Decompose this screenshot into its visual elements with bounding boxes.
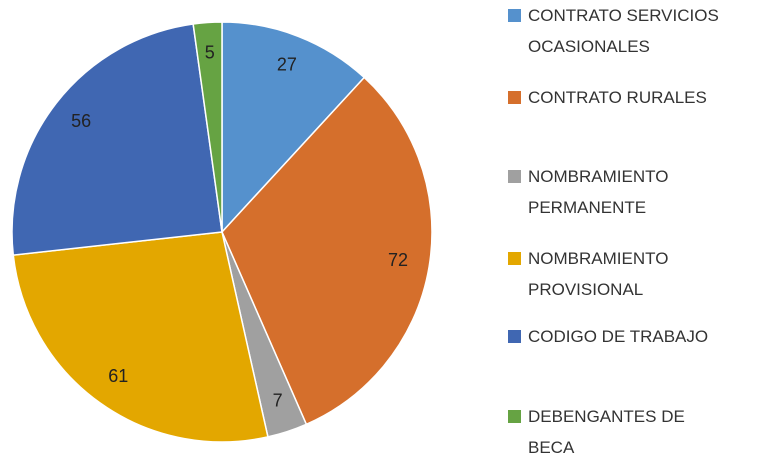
legend-label: DEBENGANTES DE BECA <box>528 407 685 457</box>
legend-label: NOMBRAMIENTO PERMANENTE <box>528 167 669 217</box>
data-label: 27 <box>277 54 297 74</box>
legend-label: CODIGO DE TRABAJO <box>528 327 709 346</box>
legend-label: CONTRATO SERVICIOS OCASIONALES <box>528 6 719 56</box>
pie-slice <box>12 231 269 443</box>
legend-swatch <box>508 170 521 183</box>
legend-item: CODIGO DE TRABAJO <box>508 321 770 352</box>
pie-slice <box>192 21 223 233</box>
legend-swatch <box>508 410 521 423</box>
legend-label: CONTRATO RURALES <box>528 88 707 107</box>
legend-item: NOMBRAMIENTO PERMANENTE <box>508 161 770 223</box>
legend-swatch <box>508 330 521 343</box>
data-label: 56 <box>71 111 91 131</box>
data-label: 7 <box>273 390 283 410</box>
legend-label: NOMBRAMIENTO PROVISIONAL <box>528 249 669 299</box>
legend-swatch <box>508 252 521 265</box>
data-label: 72 <box>388 250 408 270</box>
pie-slice <box>221 21 366 234</box>
pie-slice <box>221 76 433 426</box>
legend-item: NOMBRAMIENTO PROVISIONAL <box>508 243 770 305</box>
legend-swatch <box>508 91 521 104</box>
legend-item: CONTRATO SERVICIOS OCASIONALES <box>508 0 770 62</box>
legend-item: DEBENGANTES DE BECA <box>508 401 770 462</box>
data-label: 5 <box>205 43 215 63</box>
legend-swatch <box>508 9 521 22</box>
legend-item: CONTRATO RURALES <box>508 82 770 113</box>
pie-slice <box>11 23 223 256</box>
data-label: 61 <box>108 366 128 386</box>
